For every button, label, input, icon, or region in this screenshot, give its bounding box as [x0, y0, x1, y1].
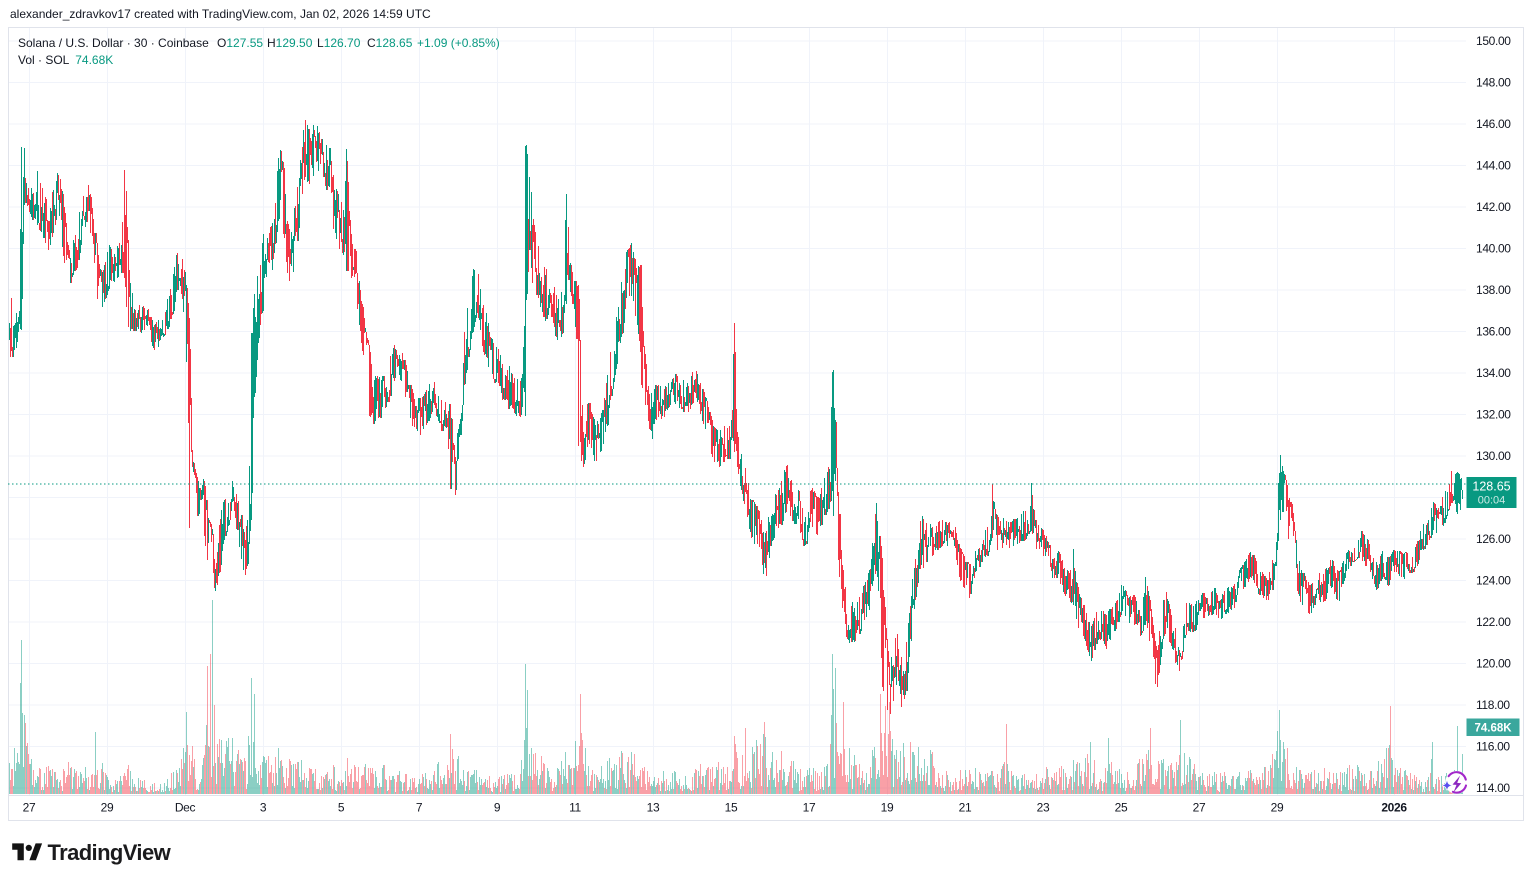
- svg-text:74.68K: 74.68K: [1474, 723, 1512, 735]
- svg-text:122.00: 122.00: [1476, 615, 1511, 629]
- svg-text:29: 29: [101, 801, 114, 815]
- svg-text:150.00: 150.00: [1476, 34, 1511, 48]
- svg-text:2026: 2026: [1381, 801, 1407, 815]
- svg-text:3: 3: [260, 801, 267, 815]
- svg-text:146.00: 146.00: [1476, 117, 1511, 131]
- svg-text:TradingView: TradingView: [48, 840, 172, 865]
- svg-text:144.00: 144.00: [1476, 159, 1511, 173]
- svg-text:128.65: 128.65: [1472, 480, 1510, 494]
- svg-text:00:04: 00:04: [1478, 495, 1506, 507]
- svg-text:21: 21: [959, 801, 972, 815]
- svg-text:7: 7: [416, 801, 423, 815]
- svg-text:140.00: 140.00: [1476, 242, 1511, 256]
- svg-text:9: 9: [494, 801, 501, 815]
- svg-text:17: 17: [803, 801, 816, 815]
- svg-text:29: 29: [1271, 801, 1284, 815]
- svg-text:114.00: 114.00: [1476, 781, 1510, 795]
- svg-text:13: 13: [647, 801, 660, 815]
- svg-text:27: 27: [1193, 801, 1206, 815]
- svg-text:148.00: 148.00: [1476, 76, 1511, 90]
- svg-text:5: 5: [338, 801, 345, 815]
- svg-text:132.00: 132.00: [1476, 408, 1511, 422]
- svg-text:25: 25: [1115, 801, 1128, 815]
- svg-text:116.00: 116.00: [1476, 740, 1510, 754]
- svg-text:11: 11: [569, 801, 581, 815]
- svg-text:124.00: 124.00: [1476, 574, 1511, 588]
- svg-text:142.00: 142.00: [1476, 200, 1511, 214]
- svg-text:118.00: 118.00: [1476, 698, 1510, 712]
- svg-text:15: 15: [725, 801, 738, 815]
- svg-text:23: 23: [1037, 801, 1050, 815]
- svg-text:134.00: 134.00: [1476, 366, 1511, 380]
- svg-text:130.00: 130.00: [1476, 449, 1511, 463]
- svg-text:19: 19: [881, 801, 894, 815]
- svg-text:120.00: 120.00: [1476, 657, 1511, 671]
- svg-text:138.00: 138.00: [1476, 283, 1511, 297]
- svg-text:126.00: 126.00: [1476, 532, 1511, 546]
- svg-text:27: 27: [23, 801, 36, 815]
- svg-text:Dec: Dec: [175, 801, 196, 815]
- svg-text:136.00: 136.00: [1476, 325, 1511, 339]
